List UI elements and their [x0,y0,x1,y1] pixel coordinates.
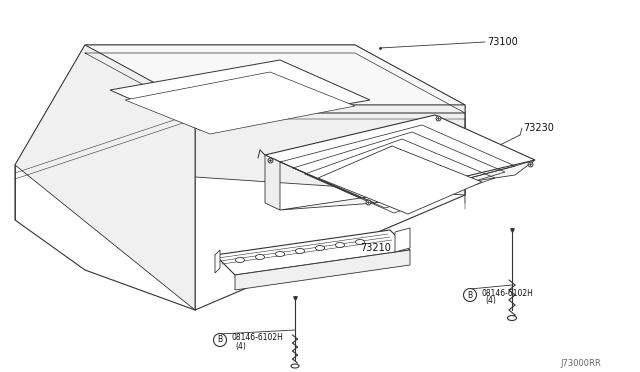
Ellipse shape [316,246,324,250]
Polygon shape [15,45,195,310]
Text: 08146-6102H: 08146-6102H [232,334,284,343]
Circle shape [214,334,227,346]
Text: B: B [467,291,472,299]
Ellipse shape [508,315,516,321]
Ellipse shape [355,240,365,244]
Polygon shape [395,228,410,252]
Polygon shape [15,105,465,195]
Polygon shape [265,155,280,210]
Ellipse shape [255,254,264,260]
Text: 73100: 73100 [487,37,518,47]
Polygon shape [125,72,355,134]
Polygon shape [110,60,370,130]
Ellipse shape [275,251,285,257]
Text: 08146-6102H: 08146-6102H [482,289,534,298]
Polygon shape [235,250,410,290]
Text: B: B [218,336,223,344]
Circle shape [463,289,477,301]
Polygon shape [85,45,465,105]
Polygon shape [318,146,482,214]
Polygon shape [215,230,410,275]
Polygon shape [280,160,535,210]
Ellipse shape [236,257,244,263]
Text: (4): (4) [485,296,496,305]
Ellipse shape [291,364,299,368]
Text: (4): (4) [235,341,246,350]
Polygon shape [15,45,465,310]
Text: 73210: 73210 [360,243,391,253]
Ellipse shape [296,248,305,253]
Text: 73230: 73230 [523,123,554,133]
Polygon shape [215,250,220,273]
Polygon shape [265,115,535,200]
Text: J73000RR: J73000RR [560,359,601,368]
Ellipse shape [335,243,344,247]
